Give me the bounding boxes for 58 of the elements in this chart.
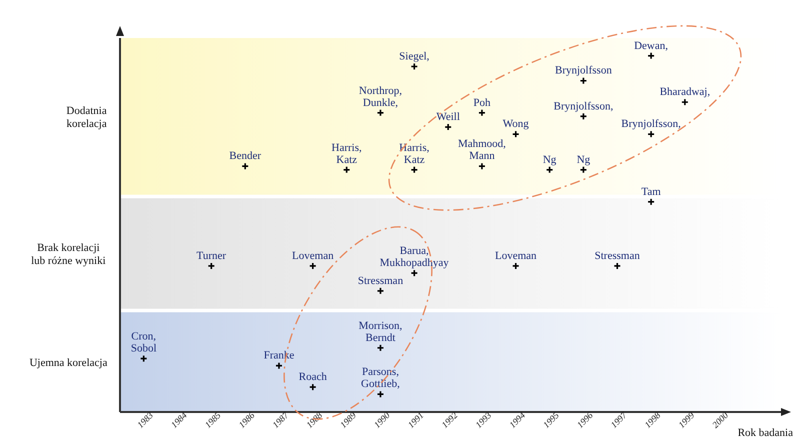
annotation: Stressman	[358, 274, 404, 287]
annotation: Turner	[196, 250, 226, 262]
annotation: Parsons, Gottlieb,	[361, 366, 400, 390]
point	[512, 130, 520, 138]
point	[342, 166, 350, 174]
point	[444, 123, 452, 131]
annotation: Northrop, Dunkle,	[358, 84, 402, 109]
point	[410, 269, 418, 277]
annotation: Brynjolfsson,	[554, 100, 614, 112]
annotation: Dewan,	[634, 40, 668, 52]
band-label: Ujemna korelacja	[29, 357, 108, 370]
annotation: Weill	[436, 111, 460, 124]
point	[410, 62, 418, 70]
point	[410, 166, 418, 174]
annotation: Brynjolfsson	[555, 64, 612, 77]
annotation: Wong	[502, 118, 530, 130]
annotation: Mahmood, Mann	[458, 138, 506, 162]
annotation: Siegel,	[399, 50, 430, 62]
annotation: Bender	[229, 150, 262, 162]
x-axis-title: Rok badania	[738, 427, 794, 439]
annotation: Bharadwaj,	[660, 86, 710, 98]
point	[580, 76, 588, 85]
annotation: Stressman	[594, 250, 640, 262]
point	[376, 344, 384, 352]
point	[376, 109, 384, 117]
annotation: Loveman	[292, 250, 334, 262]
annotation: Brynjolfsson,	[621, 118, 682, 130]
point	[512, 262, 520, 270]
point	[376, 287, 384, 295]
band-label: Dodatnia korelacja	[66, 104, 107, 130]
annotation: Harris, Katz	[332, 142, 362, 166]
point	[580, 112, 588, 120]
point	[613, 262, 622, 270]
point	[647, 52, 655, 60]
band-label: Brak korelacji lub różne wyniki	[31, 242, 106, 267]
point	[647, 130, 655, 138]
point	[275, 362, 283, 370]
point	[681, 98, 689, 106]
annotation: Loveman	[494, 250, 538, 262]
annotation: Roach	[298, 371, 328, 384]
point	[241, 162, 249, 170]
annotation: Poh	[473, 96, 491, 109]
point	[546, 166, 554, 174]
point	[647, 198, 655, 206]
annotation: Tam	[641, 186, 662, 198]
annotation: Barua, Mukhopadhyay	[380, 245, 450, 270]
point	[376, 390, 384, 398]
annotation: Ng	[542, 154, 557, 166]
point	[580, 166, 588, 174]
annotation: Ng	[576, 154, 591, 166]
point	[208, 262, 216, 270]
point	[309, 262, 317, 270]
annotation: Cron, Sobol	[130, 330, 157, 355]
point	[309, 383, 317, 391]
annotation: Morrison, Berndt	[358, 320, 403, 344]
point	[478, 162, 486, 170]
point	[478, 109, 486, 117]
point	[140, 354, 148, 362]
